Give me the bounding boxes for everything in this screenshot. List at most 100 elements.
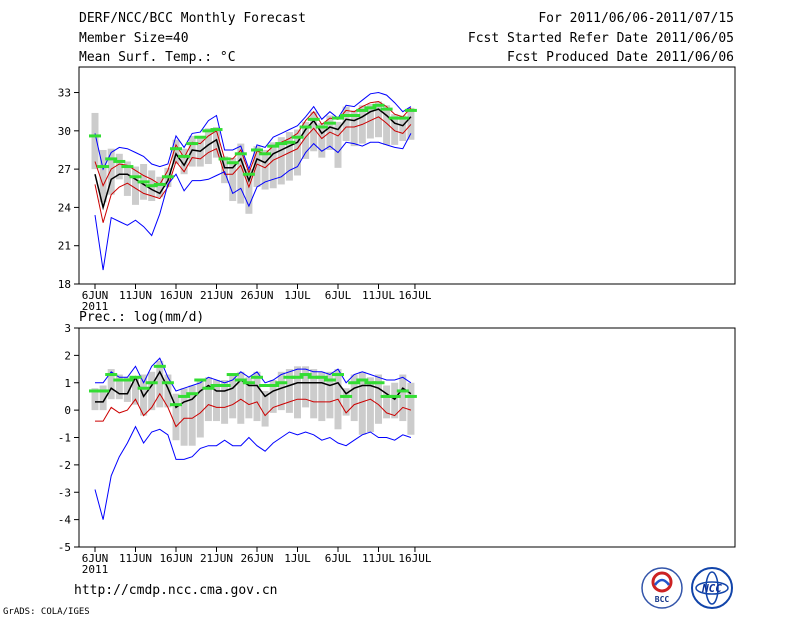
precip-spread-box (156, 360, 164, 408)
temp-xtick-label: 16JUN (159, 289, 192, 302)
precip-spread-box (253, 371, 261, 422)
precip-spread-box (318, 371, 326, 422)
temp-ytick-label: 18 (58, 278, 71, 291)
temp-ytick-label: 27 (58, 163, 71, 176)
precip-spread-box (375, 374, 382, 424)
temperature-plot-frame (78, 66, 736, 285)
precip-spread-box (229, 374, 237, 419)
precip-spread-box (310, 369, 318, 419)
precip-xtick-label: 16JUN (159, 552, 192, 565)
temp-spread-box (269, 142, 277, 189)
precip-xtick-label: 11JUL (362, 552, 395, 565)
header-start-date: Fcst Started Refer Date 2011/06/05 (468, 31, 734, 46)
temp-spread-box (123, 161, 131, 196)
precip-spread-box (213, 380, 220, 422)
precip-ytick-label: -5 (58, 541, 71, 554)
temp-spread-box (391, 114, 399, 145)
temp-spread-box (375, 101, 382, 138)
temp-spread-box (237, 143, 245, 204)
temp-spread-box (245, 169, 253, 214)
temp-ytick-label: 30 (58, 125, 71, 138)
temp-spread-box (294, 129, 301, 176)
precip-line-upper (95, 357, 412, 392)
footer-url[interactable]: http://cmdp.ncc.cma.gov.cn (74, 583, 278, 598)
temp-spread-box (261, 149, 269, 190)
precip-ytick-label: 0 (64, 404, 71, 417)
ncc-logo: NCC (691, 567, 733, 609)
svg-text:NCC: NCC (701, 582, 722, 595)
precip-spread-box (407, 382, 415, 435)
temp-xtick-label: 26JUN (240, 289, 273, 302)
temp-line-lower (94, 133, 412, 271)
temp-spread-box (204, 128, 212, 165)
precip-ytick-label: 1 (64, 377, 71, 390)
precip-xtick-label: 16JUL (398, 552, 431, 565)
precip-panel-title: Prec.: log(mm/d) (79, 310, 204, 325)
precip-spread-box (99, 385, 107, 411)
precip-ytick-label: 2 (64, 349, 71, 362)
temp-xtick-label: 21JUN (200, 289, 233, 302)
precip-line-ensemble-mean (95, 370, 412, 409)
precip-ytick-label: -2 (58, 459, 71, 472)
temp-spread-box (366, 104, 374, 139)
precip-spread-box (196, 380, 204, 438)
precip-xtick-label: 11JUN (119, 552, 152, 565)
temp-spread-box (277, 137, 285, 185)
precip-ytick-label: -4 (58, 514, 72, 527)
temp-spread-box (91, 112, 99, 170)
temp-xtick-year: 2011 (82, 300, 109, 313)
precip-xtick-label: 6JUN (82, 552, 109, 565)
precip-ytick-label: -1 (58, 432, 71, 445)
temp-ytick-label: 33 (58, 87, 71, 100)
temp-spread-box (318, 123, 326, 158)
precip-spread-box (302, 366, 310, 408)
precip-spread-box (172, 393, 180, 441)
temp-xtick-label: 6JUN (82, 289, 109, 302)
precip-spread-box (350, 374, 358, 422)
precip-spread-box (261, 390, 269, 427)
precip-spread-box (132, 377, 139, 405)
precip-spread-box (366, 377, 374, 433)
precip-spread-box (342, 388, 350, 416)
temp-spread-box (334, 121, 342, 168)
temp-spread-box (132, 166, 139, 205)
precip-spread-box (277, 371, 285, 411)
precip-spread-box (285, 369, 293, 413)
temp-spread-box (407, 107, 415, 140)
temp-spread-box (115, 153, 123, 180)
precip-spread-box (358, 371, 366, 435)
precip-spread-box (383, 385, 391, 419)
precip-spread-box (221, 380, 229, 424)
header-period: For 2011/06/06-2011/07/15 (538, 11, 734, 26)
precip-spread-box (148, 371, 156, 411)
temp-ytick-label: 24 (58, 201, 72, 214)
precip-line-lower (94, 425, 412, 520)
temp-line-upper (94, 91, 412, 171)
precip-line-red-lower (95, 392, 412, 428)
temp-spread-box (383, 105, 391, 145)
precip-spread-box (269, 380, 277, 413)
precip-spread-box (180, 388, 188, 446)
precip-spread-box (391, 382, 399, 419)
precip-ytick-label: -3 (58, 486, 71, 499)
temp-spread-box (302, 121, 310, 159)
precip-spread-box (326, 371, 334, 419)
temp-spread-box (99, 149, 107, 203)
temp-xtick-label: 11JUL (362, 289, 395, 302)
temp-spread-box (253, 146, 261, 187)
temp-ytick-label: 21 (58, 240, 71, 253)
temp-xtick-label: 1JUL (284, 289, 311, 302)
temp-xtick-label: 6JUL (325, 289, 352, 302)
header-variable: Mean Surf. Temp.: °C (79, 50, 236, 65)
temp-spread-box (107, 148, 115, 195)
temp-spread-box (399, 115, 407, 142)
precip-spread-box (91, 388, 99, 411)
grads-credit: GrADS: COLA/IGES (3, 607, 90, 617)
temp-spread-box (285, 132, 293, 181)
bcc-logo: BCC (641, 567, 683, 609)
header-member-size: Member Size=40 (79, 31, 189, 46)
precip-spread-box (204, 377, 212, 422)
precip-spread-box (245, 377, 253, 419)
svg-text:BCC: BCC (655, 595, 670, 604)
